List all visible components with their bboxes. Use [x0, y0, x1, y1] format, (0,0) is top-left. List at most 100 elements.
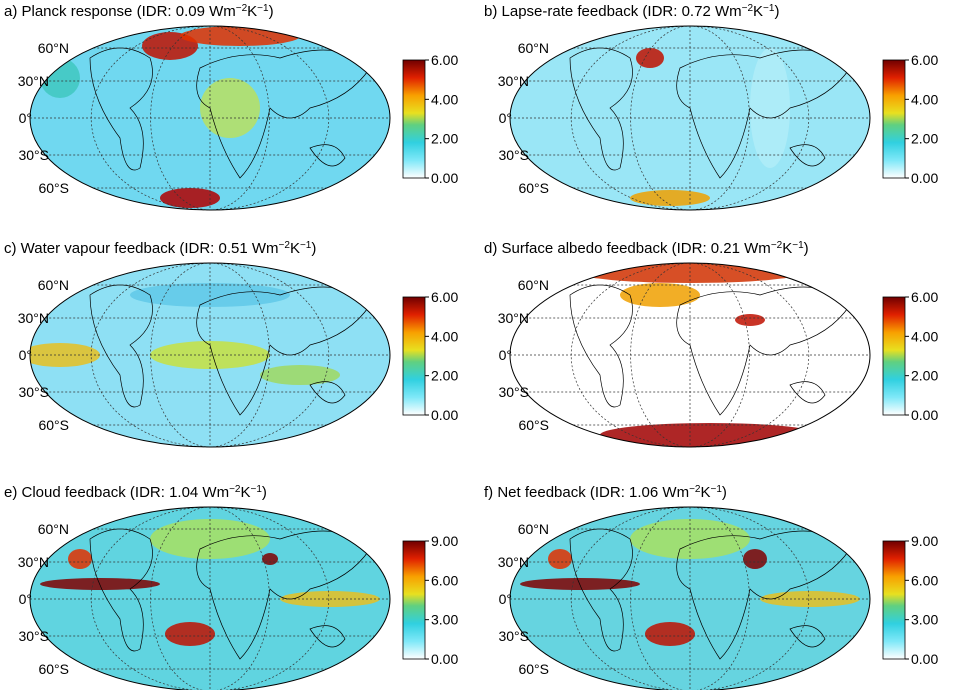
map-border: [29, 506, 391, 690]
lat-label: 30°S: [498, 384, 529, 400]
colorbar-tick-label: 0.00: [431, 170, 458, 186]
map-border: [509, 25, 871, 211]
map-border: [29, 262, 391, 448]
title-part: K: [700, 484, 710, 501]
lat-label: 0°: [19, 110, 32, 126]
lat-label: 60°S: [38, 661, 69, 677]
map-border: [29, 25, 391, 211]
panel-title: d) Surface albedo feedback (IDR: 0.21 Wm…: [484, 240, 809, 258]
field-patch: [68, 549, 92, 569]
lat-label: 30°N: [498, 554, 529, 570]
title-part: ): [804, 240, 809, 257]
panel: e) Cloud feedback (IDR: 1.04 Wm−2K−1) 60°…: [4, 484, 458, 690]
colorbar-tick-label: 2.00: [911, 131, 938, 147]
lat-label: 30°N: [18, 73, 49, 89]
lat-label: 60°N: [518, 277, 549, 293]
colorbar-tick-label: 0.00: [911, 170, 938, 186]
panel: b) Lapse-rate feedback (IDR: 0.72 Wm−2K−…: [484, 3, 938, 211]
coastline: [89, 528, 371, 660]
colorbar-tick-label: 4.00: [431, 328, 458, 344]
title-part: f) Net feedback (IDR: 1.06 Wm: [484, 484, 689, 501]
field-patch: [160, 188, 220, 208]
title-part: a) Planck response (IDR: 0.09 Wm: [4, 3, 236, 20]
colorbar-tick-label: 6.00: [431, 289, 458, 305]
colorbar-tick-label: 4.00: [431, 91, 458, 107]
field-patch: [200, 78, 260, 138]
colorbar-tick-label: 6.00: [431, 572, 458, 588]
colorbar-tick-label: 9.00: [431, 533, 458, 549]
lat-label: 0°: [19, 591, 32, 607]
superscript: −1: [711, 484, 723, 495]
colorbar: [402, 540, 426, 660]
map-background: [30, 507, 390, 690]
field-patch: [645, 622, 695, 646]
lat-label: 60°N: [38, 521, 69, 537]
field-patch: [620, 283, 700, 307]
field-patch: [750, 48, 790, 168]
colorbar: [882, 540, 906, 660]
coastline: [569, 528, 851, 660]
meridian: [570, 506, 810, 690]
title-part: c) Water vapour feedback (IDR: 0.51 Wm: [4, 240, 279, 257]
coastline: [89, 284, 371, 416]
lat-label: 60°N: [38, 277, 69, 293]
meridian: [570, 262, 810, 448]
colorbar: [402, 59, 426, 179]
colorbar-tick-label: 4.00: [911, 91, 938, 107]
superscript: −2: [771, 240, 783, 251]
panel: d) Surface albedo feedback (IDR: 0.21 Wm…: [484, 240, 938, 448]
lat-label: 60°N: [518, 521, 549, 537]
colorbar-tick-label: 0.00: [911, 407, 938, 423]
superscript: −2: [279, 240, 291, 251]
lat-label: 0°: [499, 591, 512, 607]
coastline: [89, 47, 371, 179]
map-border: [509, 262, 871, 448]
field-patch: [630, 190, 710, 206]
lat-label: 0°: [499, 347, 512, 363]
panel-title: f) Net feedback (IDR: 1.06 Wm−2K−1): [484, 484, 727, 502]
meridian: [570, 25, 810, 211]
lat-label: 0°: [19, 347, 32, 363]
title-part: ): [774, 3, 779, 20]
title-part: K: [782, 240, 792, 257]
superscript: −1: [792, 240, 804, 251]
lat-label: 60°S: [518, 417, 549, 433]
colorbar-tick-label: 6.00: [911, 52, 938, 68]
lat-label: 60°S: [518, 661, 549, 677]
superscript: −2: [689, 484, 701, 495]
lat-label: 30°S: [498, 628, 529, 644]
lat-label: 30°N: [18, 554, 49, 570]
title-part: K: [290, 240, 300, 257]
title-part: e) Cloud feedback (IDR: 1.04 Wm: [4, 484, 229, 501]
colorbar: [882, 296, 906, 416]
lat-label: 60°S: [38, 180, 69, 196]
colorbar-tick-label: 0.00: [911, 651, 938, 667]
superscript: −2: [742, 3, 754, 14]
meridian: [90, 262, 330, 448]
superscript: −2: [229, 484, 241, 495]
panel: a) Planck response (IDR: 0.09 Wm−2K−1) 60…: [4, 3, 458, 211]
panel-title: a) Planck response (IDR: 0.09 Wm−2K−1): [4, 3, 274, 21]
field-patch: [40, 578, 160, 590]
field-patch: [735, 314, 765, 326]
lat-label: 30°N: [498, 310, 529, 326]
lat-label: 30°N: [498, 73, 529, 89]
lat-label: 30°S: [498, 147, 529, 163]
colorbar-tick-label: 4.00: [911, 328, 938, 344]
lat-label: 60°S: [38, 417, 69, 433]
map-field: [569, 47, 851, 206]
colorbar-tick-label: 2.00: [911, 368, 938, 384]
map-background: [510, 507, 870, 690]
panel-title: c) Water vapour feedback (IDR: 0.51 Wm−2…: [4, 240, 316, 258]
superscript: −2: [236, 3, 248, 14]
superscript: −1: [300, 240, 312, 251]
panel: c) Water vapour feedback (IDR: 0.51 Wm−2…: [4, 240, 458, 448]
lat-label: 30°S: [18, 384, 49, 400]
colorbar-tick-label: 9.00: [911, 533, 938, 549]
colorbar-tick-label: 0.00: [431, 407, 458, 423]
map-border: [509, 506, 871, 690]
field-patch: [548, 549, 572, 569]
colorbar-tick-label: 2.00: [431, 131, 458, 147]
coastline: [569, 284, 851, 416]
